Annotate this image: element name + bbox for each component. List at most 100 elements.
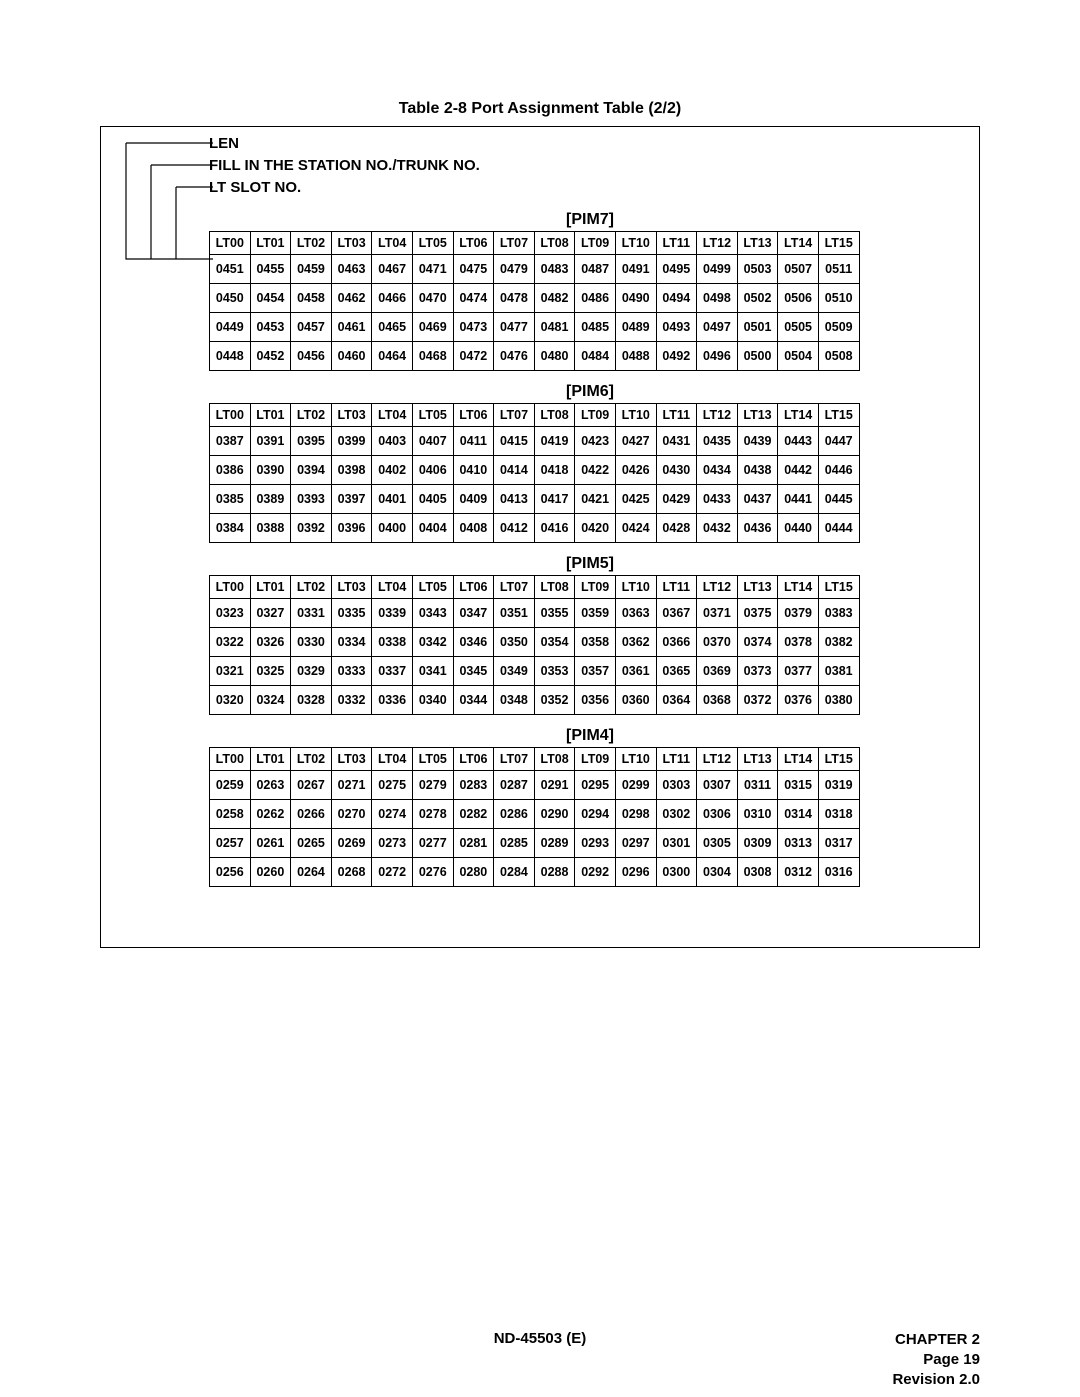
lt-header-cell: LT11 — [656, 232, 697, 255]
footer-revision: Revision 2.0 — [892, 1370, 980, 1390]
port-cell: 0305 — [697, 829, 738, 858]
port-cell: 0314 — [778, 800, 819, 829]
port-cell: 0266 — [291, 800, 332, 829]
port-cell: 0476 — [494, 342, 535, 371]
port-cell: 0396 — [331, 514, 372, 543]
table-row: 0322032603300334033803420346035003540358… — [210, 628, 860, 657]
port-cell: 0493 — [656, 313, 697, 342]
port-cell: 0389 — [250, 485, 291, 514]
port-cell: 0320 — [210, 686, 251, 715]
lt-header-cell: LT00 — [210, 748, 251, 771]
port-cell: 0481 — [534, 313, 575, 342]
lt-header-cell: LT13 — [737, 404, 778, 427]
lt-header-cell: LT09 — [575, 404, 616, 427]
lt-header-cell: LT11 — [656, 576, 697, 599]
port-cell: 0491 — [615, 255, 656, 284]
port-cell: 0351 — [494, 599, 535, 628]
port-cell: 0478 — [494, 284, 535, 313]
port-cell: 0370 — [697, 628, 738, 657]
pim-label: [PIM5] — [209, 555, 971, 573]
footer-chapter: CHAPTER 2 — [892, 1330, 980, 1350]
lt-header-cell: LT11 — [656, 748, 697, 771]
port-cell: 0420 — [575, 514, 616, 543]
lt-header-cell: LT10 — [615, 232, 656, 255]
table-row: 0323032703310335033903430347035103550359… — [210, 599, 860, 628]
port-cell: 0413 — [494, 485, 535, 514]
port-cell: 0269 — [331, 829, 372, 858]
port-cell: 0294 — [575, 800, 616, 829]
port-cell: 0418 — [534, 456, 575, 485]
port-cell: 0407 — [412, 427, 453, 456]
port-cell: 0358 — [575, 628, 616, 657]
port-cell: 0392 — [291, 514, 332, 543]
port-cell: 0412 — [494, 514, 535, 543]
port-cell: 0280 — [453, 858, 494, 887]
port-cell: 0289 — [534, 829, 575, 858]
port-cell: 0428 — [656, 514, 697, 543]
port-cell: 0367 — [656, 599, 697, 628]
port-cell: 0442 — [778, 456, 819, 485]
port-cell: 0457 — [291, 313, 332, 342]
port-cell: 0381 — [818, 657, 859, 686]
port-cell: 0434 — [697, 456, 738, 485]
port-cell: 0485 — [575, 313, 616, 342]
port-cell: 0286 — [494, 800, 535, 829]
port-cell: 0308 — [737, 858, 778, 887]
content-frame: LEN FILL IN THE STATION NO./TRUNK NO. LT… — [100, 126, 980, 948]
lt-header-cell: LT00 — [210, 232, 251, 255]
port-cell: 0453 — [250, 313, 291, 342]
port-cell: 0356 — [575, 686, 616, 715]
port-cell: 0510 — [818, 284, 859, 313]
port-cell: 0342 — [412, 628, 453, 657]
lt-header-cell: LT05 — [412, 576, 453, 599]
lt-header-cell: LT06 — [453, 576, 494, 599]
port-cell: 0393 — [291, 485, 332, 514]
port-cell: 0399 — [331, 427, 372, 456]
port-cell: 0329 — [291, 657, 332, 686]
lt-header-cell: LT01 — [250, 748, 291, 771]
port-cell: 0422 — [575, 456, 616, 485]
lt-header-cell: LT04 — [372, 576, 413, 599]
lt-header-cell: LT13 — [737, 576, 778, 599]
port-cell: 0498 — [697, 284, 738, 313]
port-cell: 0371 — [697, 599, 738, 628]
port-cell: 0345 — [453, 657, 494, 686]
port-cell: 0504 — [778, 342, 819, 371]
lt-header-cell: LT12 — [697, 576, 738, 599]
port-cell: 0419 — [534, 427, 575, 456]
port-cell: 0277 — [412, 829, 453, 858]
port-cell: 0283 — [453, 771, 494, 800]
port-cell: 0464 — [372, 342, 413, 371]
port-cell: 0414 — [494, 456, 535, 485]
port-cell: 0468 — [412, 342, 453, 371]
port-cell: 0341 — [412, 657, 453, 686]
port-cell: 0337 — [372, 657, 413, 686]
port-cell: 0302 — [656, 800, 697, 829]
table-header-row: LT00LT01LT02LT03LT04LT05LT06LT07LT08LT09… — [210, 404, 860, 427]
port-cell: 0353 — [534, 657, 575, 686]
port-cell: 0394 — [291, 456, 332, 485]
footer-right-block: CHAPTER 2 Page 19 Revision 2.0 — [892, 1330, 980, 1390]
port-cell: 0354 — [534, 628, 575, 657]
lt-header-cell: LT02 — [291, 404, 332, 427]
lt-header-cell: LT09 — [575, 748, 616, 771]
port-cell: 0495 — [656, 255, 697, 284]
port-cell: 0405 — [412, 485, 453, 514]
lt-header-cell: LT05 — [412, 404, 453, 427]
port-cell: 0335 — [331, 599, 372, 628]
lt-header-cell: LT10 — [615, 748, 656, 771]
port-cell: 0312 — [778, 858, 819, 887]
port-cell: 0316 — [818, 858, 859, 887]
port-cell: 0477 — [494, 313, 535, 342]
port-cell: 0452 — [250, 342, 291, 371]
port-cell: 0386 — [210, 456, 251, 485]
port-cell: 0382 — [818, 628, 859, 657]
port-cell: 0270 — [331, 800, 372, 829]
port-cell: 0426 — [615, 456, 656, 485]
lt-header-cell: LT10 — [615, 576, 656, 599]
port-cell: 0494 — [656, 284, 697, 313]
port-cell: 0480 — [534, 342, 575, 371]
lt-header-cell: LT04 — [372, 748, 413, 771]
port-cell: 0432 — [697, 514, 738, 543]
lt-header-cell: LT15 — [818, 748, 859, 771]
